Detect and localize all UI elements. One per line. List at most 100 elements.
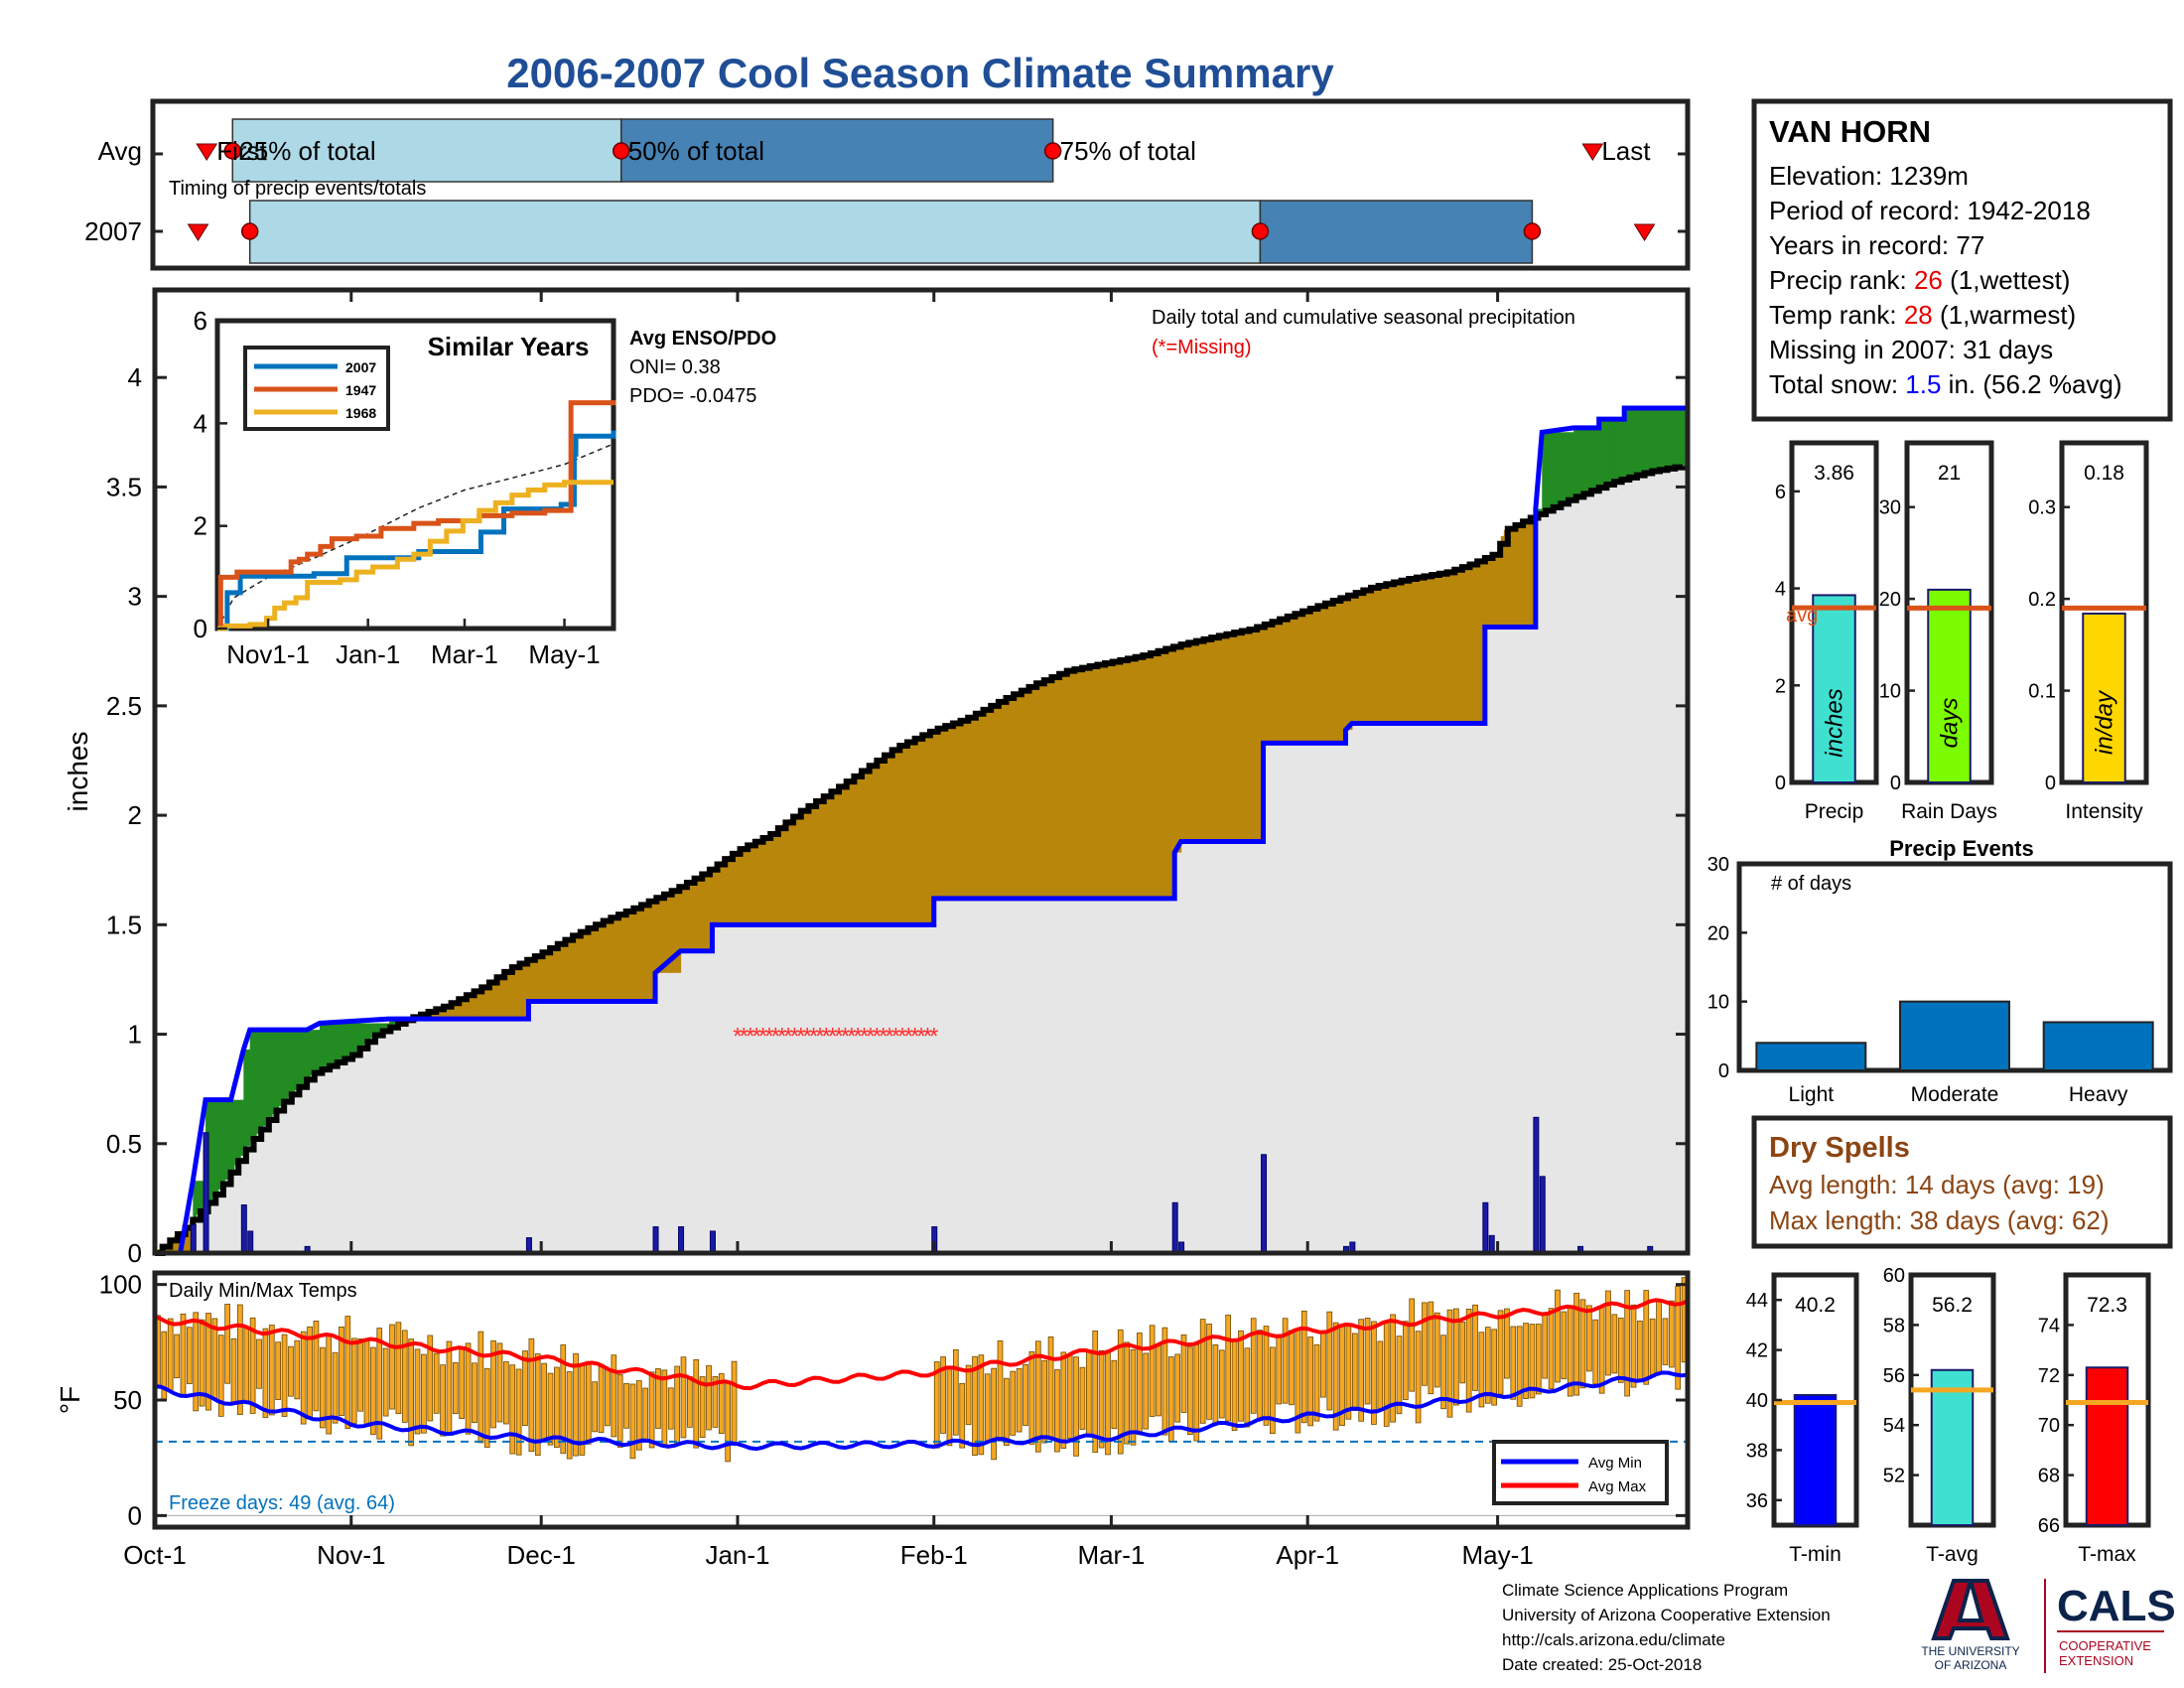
missing-day-marker: *	[783, 1024, 792, 1051]
inset-series-1947	[217, 400, 616, 632]
deficit-segment	[750, 843, 754, 925]
deficit-segment	[1257, 626, 1261, 842]
missing-day-marker: *	[854, 1024, 863, 1051]
main-chart-frame	[152, 287, 1691, 1256]
deficit-segment	[449, 1003, 454, 1020]
daily-temp-bar	[997, 1339, 1004, 1442]
surplus-segment	[252, 1030, 257, 1138]
precip-events-x-label: Heavy	[2069, 1083, 2128, 1106]
deficit-segment	[1484, 557, 1489, 628]
deficit-segment	[1488, 555, 1492, 628]
surplus-segment	[256, 1030, 260, 1134]
deficit-segment	[1149, 652, 1154, 899]
panel-y-tick-label: 38	[1746, 1440, 1768, 1462]
deficit-segment	[1422, 576, 1426, 724]
deficit-segment	[576, 933, 581, 1002]
panel-y-tick-label: 36	[1746, 1490, 1768, 1512]
deficit-segment	[486, 982, 491, 1020]
daily-temp-bar	[199, 1319, 205, 1407]
daily-temp-bar	[1364, 1318, 1371, 1405]
deficit-segment	[1013, 693, 1018, 899]
deficit-segment	[632, 908, 637, 1002]
deficit-segment	[490, 980, 494, 1020]
inset-y-tick-label: 4	[194, 408, 207, 438]
missing-day-marker: *	[746, 1024, 754, 1051]
daily-temp-bar	[509, 1364, 516, 1455]
deficit-segment	[911, 739, 916, 925]
daily-temp-bar	[1320, 1331, 1326, 1398]
surplus-segment	[313, 1030, 318, 1073]
daily-temp-bar	[611, 1354, 617, 1438]
deficit-segment	[1130, 657, 1135, 899]
panel-value-label-0: 3.86	[1814, 462, 1854, 485]
surplus-segment	[1585, 427, 1590, 492]
surplus-segment	[249, 1030, 254, 1142]
timing-marker-p25-2007	[240, 222, 259, 240]
surplus-segment	[1662, 408, 1667, 470]
surplus-segment	[259, 1030, 264, 1130]
timing-bar-50-75-avg	[619, 118, 1054, 183]
deficit-segment	[1351, 593, 1356, 724]
panel-y-tick-label: 0.1	[2028, 681, 2056, 703]
deficit-segment	[1402, 580, 1407, 724]
surplus-segment	[278, 1030, 283, 1107]
surplus-segment	[1548, 432, 1553, 509]
panel-bar-t-min	[1793, 1393, 1838, 1526]
surplus-segment	[275, 1030, 280, 1111]
surplus-segment	[243, 1049, 248, 1152]
deficit-segment	[807, 805, 811, 925]
surplus-segment	[1659, 408, 1664, 471]
daily-temp-bar	[1085, 1349, 1092, 1437]
deficit-segment	[797, 811, 802, 925]
daily-temp-bar	[1491, 1329, 1497, 1406]
daily-temp-bar	[554, 1366, 560, 1449]
surplus-segment	[1589, 427, 1593, 492]
deficit-segment	[1196, 640, 1201, 842]
surplus-segment	[1636, 408, 1641, 476]
daily-temp-bar	[731, 1360, 738, 1445]
precip-events-chart: Precip Events Light Moderate Heavy0102030 …	[1707, 836, 2173, 1106]
deficit-segment	[512, 966, 517, 1020]
timing-marker-p25-avg	[223, 142, 242, 160]
panel-y-tick-label: 74	[2038, 1315, 2060, 1336]
deficit-segment	[1105, 662, 1109, 899]
daily-temp-bar	[1326, 1311, 1333, 1411]
deficit-segment	[924, 733, 928, 925]
daily-temp-bar	[268, 1325, 275, 1416]
inset-legend-label-2007: 2007	[345, 359, 376, 375]
deficit-segment	[1066, 670, 1071, 899]
deficit-segment	[892, 748, 897, 925]
station-missing: Missing in 2007: 31 days	[1769, 335, 2053, 364]
deficit-segment	[861, 770, 866, 925]
deficit-segment	[1529, 517, 1534, 628]
surplus-segment	[363, 1023, 368, 1045]
daily-precip-bar	[240, 1204, 247, 1254]
deficit-segment	[1428, 575, 1433, 724]
deficit-segment	[459, 998, 464, 1020]
panel-value-label-2: 0.18	[2084, 462, 2124, 485]
deficit-segment	[670, 890, 675, 973]
deficit-segment	[506, 969, 510, 1020]
deficit-segment	[765, 835, 770, 925]
deficit-segment	[1120, 659, 1125, 899]
station-elevation: Elevation: 1239m	[1769, 161, 1969, 191]
timing-triangle-first-2007	[187, 223, 209, 241]
precip-events-bar-heavy	[2042, 1021, 2154, 1072]
panel-bar-t-max	[2085, 1366, 2129, 1526]
inset-plot-area: 0 2 4 6 Nov1-1 Jan-1 Mar-1 May-1	[194, 306, 616, 669]
deficit-segment	[1152, 651, 1157, 899]
deficit-segment	[595, 923, 600, 1002]
daily-temp-bar	[648, 1371, 655, 1449]
surplus-segment	[1579, 427, 1584, 495]
deficit-segment	[1523, 520, 1527, 628]
missing-day-marker: *	[885, 1024, 893, 1051]
timing-bar-25-50-avg	[231, 118, 622, 183]
daily-temp-bar	[528, 1337, 535, 1453]
panel-x-label-2: T-max	[2078, 1543, 2136, 1566]
daily-temp-bar	[1516, 1326, 1523, 1407]
daily-temp-bar	[382, 1347, 389, 1417]
inset-legend-label-1947: 1947	[345, 382, 376, 398]
dry-spells-title: Dry Spells	[1769, 1132, 1910, 1164]
deficit-segment	[509, 967, 514, 1020]
